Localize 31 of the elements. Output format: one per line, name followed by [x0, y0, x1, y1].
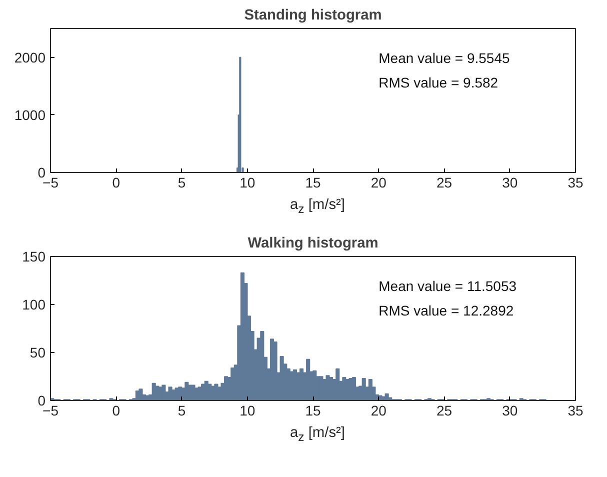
x-tick-label: 30 [502, 402, 518, 418]
x-tick-label: 10 [240, 174, 256, 190]
x-tick-label: 15 [305, 402, 321, 418]
chart-title: Walking histogram [248, 236, 378, 252]
annotation: RMS value = 12.2892 [378, 302, 514, 318]
y-tick-label: 100 [22, 296, 46, 312]
x-axis-title: a$_{z}$ [m/s²] [290, 424, 345, 446]
x-tick-label: 5 [178, 402, 186, 418]
y-tick-label: 1000 [14, 106, 46, 123]
x-tick-label: 20 [370, 402, 387, 418]
annotation: Mean value = 11.5053 [378, 278, 517, 294]
x-tick-label: 0 [112, 174, 120, 190]
x-tick-label: 0 [112, 402, 120, 418]
x-tick-label: 5 [178, 174, 186, 190]
x-tick-label: 25 [436, 174, 452, 190]
y-tick-label: 50 [30, 344, 46, 360]
y-tick-label: 0 [38, 392, 46, 408]
x-axis-title: a$_{z}$ [m/s²] [290, 196, 345, 218]
x-tick-label: 20 [370, 174, 387, 190]
x-tick-label: 10 [240, 402, 256, 418]
x-tick-label: 15 [305, 174, 321, 190]
y-tick-label: 2000 [14, 49, 46, 66]
chart-title: Standing histogram [244, 8, 382, 24]
x-tick-label: 30 [502, 174, 518, 190]
y-tick-label: 0 [38, 164, 46, 180]
x-tick-label: 25 [436, 402, 452, 418]
x-tick-label: 35 [568, 402, 584, 418]
y-tick-label: 150 [22, 248, 46, 264]
x-tick-label: 35 [568, 174, 584, 190]
annotation: RMS value = 9.582 [378, 74, 498, 90]
annotation: Mean value = 9.5545 [378, 50, 510, 66]
